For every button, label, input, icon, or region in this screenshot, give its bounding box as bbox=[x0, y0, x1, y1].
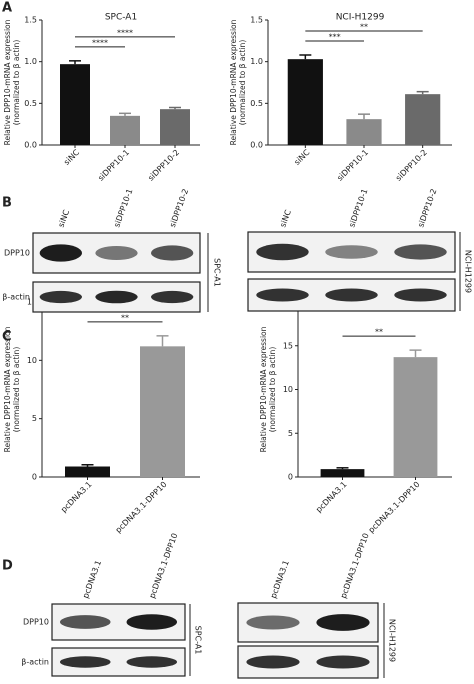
significance-label: ** bbox=[375, 328, 383, 337]
y-tick-label: 0 bbox=[288, 473, 293, 482]
y-tick-label: 10 bbox=[283, 385, 293, 394]
y-tick-label: 0.5 bbox=[24, 99, 37, 108]
panel-label: B bbox=[2, 196, 12, 211]
bar bbox=[160, 109, 190, 145]
blot-band bbox=[151, 245, 194, 261]
y-tick-label: 1.5 bbox=[24, 16, 37, 25]
blot-band bbox=[151, 290, 194, 304]
bar bbox=[320, 469, 365, 477]
y-tick-label: 0.0 bbox=[250, 141, 263, 150]
blot-band bbox=[394, 288, 447, 302]
blot-band bbox=[325, 245, 378, 259]
y-tick-label: 0.0 bbox=[24, 141, 37, 150]
cell-line-label: SPC-A1 bbox=[194, 626, 203, 655]
blot-band bbox=[59, 615, 111, 629]
blot-band bbox=[246, 615, 300, 630]
blot-band bbox=[39, 244, 82, 262]
bar bbox=[140, 346, 185, 477]
significance-label: **** bbox=[117, 28, 133, 37]
cell-line-label: NCI-H1299 bbox=[464, 250, 473, 293]
blot-band bbox=[126, 656, 178, 668]
y-tick-label: 5 bbox=[32, 414, 37, 423]
y-axis-label: (normalized to β actin) bbox=[268, 347, 277, 433]
y-tick-label: 1.0 bbox=[250, 57, 263, 66]
cell-line-label: NCI-H1299 bbox=[388, 619, 397, 662]
bar bbox=[346, 119, 382, 145]
y-axis-label: Relative DPP10-mRNA expression bbox=[229, 19, 238, 145]
blot-band bbox=[95, 246, 138, 260]
row-label: DPP10 bbox=[4, 249, 30, 258]
y-axis-label: Relative DPP10-mRNA expression bbox=[3, 19, 12, 145]
bar bbox=[110, 115, 140, 145]
row-label: DPP10 bbox=[23, 618, 49, 627]
bar bbox=[287, 59, 323, 145]
blot-band bbox=[95, 290, 138, 304]
significance-label: ** bbox=[360, 23, 368, 32]
y-axis-label: (normalized to β actin) bbox=[238, 40, 247, 126]
y-tick-label: 15 bbox=[283, 341, 293, 350]
cell-line-label: SPC-A1 bbox=[213, 258, 222, 287]
blot-band bbox=[316, 614, 370, 631]
significance-label: **** bbox=[92, 38, 108, 47]
row-label: β-actin bbox=[21, 658, 49, 667]
y-tick-label: 10 bbox=[27, 356, 37, 365]
row-label: β-actin bbox=[2, 293, 30, 302]
bar bbox=[65, 466, 110, 477]
y-tick-label: 5 bbox=[288, 429, 293, 438]
blot-band bbox=[325, 288, 378, 302]
blot-band bbox=[394, 244, 447, 260]
chart-title: NCI-H1299 bbox=[336, 13, 385, 23]
panel-label: A bbox=[2, 1, 12, 16]
y-tick-label: 15 bbox=[27, 298, 37, 307]
bar bbox=[405, 94, 441, 145]
y-axis-label: Relative DPP10-mRNA expression bbox=[259, 326, 268, 452]
blot-band bbox=[39, 290, 82, 304]
significance-label: *** bbox=[329, 33, 341, 42]
blot-band bbox=[246, 655, 300, 669]
y-axis-label: Relative DPP10-mRNA expression bbox=[3, 326, 12, 452]
y-tick-label: 0.5 bbox=[250, 99, 263, 108]
y-axis-label: (normalized to β actin) bbox=[12, 347, 21, 433]
bar bbox=[60, 64, 90, 145]
y-tick-label: 0 bbox=[32, 473, 37, 482]
blot-band bbox=[59, 656, 111, 668]
significance-label: ** bbox=[121, 313, 129, 322]
y-tick-label: 1.0 bbox=[24, 57, 37, 66]
y-tick-label: 1.5 bbox=[250, 16, 263, 25]
panel-label: D bbox=[2, 559, 13, 574]
blot-band bbox=[256, 243, 309, 261]
blot-band bbox=[256, 288, 309, 302]
blot-band bbox=[316, 655, 370, 669]
y-axis-label: (normalized to β actin) bbox=[12, 40, 21, 126]
chart-title: SPC-A1 bbox=[105, 13, 137, 23]
blot-band bbox=[126, 614, 178, 630]
bar bbox=[393, 357, 438, 477]
panel-label: C bbox=[2, 330, 12, 345]
